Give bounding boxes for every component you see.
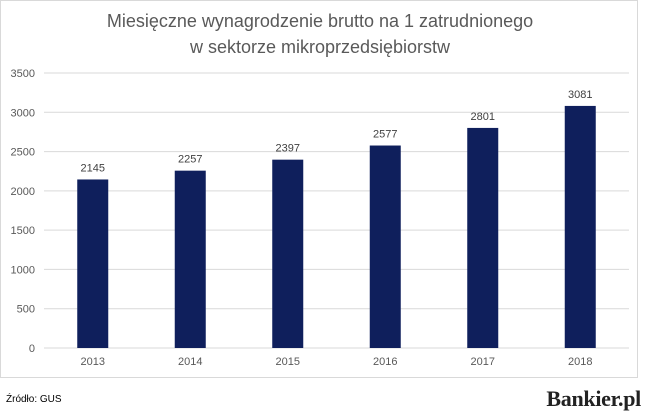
x-tick-label-2013: 2013 [81,356,105,368]
x-tick-label-2015: 2015 [276,356,300,368]
bar-2013 [77,179,109,348]
y-tick-label-2000: 2000 [11,186,35,198]
data-label-2017: 2801 [471,111,495,123]
chart-frame: Miesięczne wynagrodzenie brutto na 1 zat… [0,0,638,378]
data-labels: 2145 2257 2397 2577 2801 3081 [81,89,593,175]
chart-title-line-1: Miesięczne wynagrodzenie brutto na 1 zat… [107,11,533,31]
x-axis-tick-labels: 2013 2014 2015 2016 2017 2018 [81,356,593,368]
x-tick-label-2017: 2017 [471,356,495,368]
y-tick-label-3500: 3500 [11,68,35,80]
x-tick-label-2016: 2016 [373,356,397,368]
bar-2016 [369,145,401,348]
x-tick-label-2014: 2014 [178,356,202,368]
bar-2018 [564,105,596,349]
y-tick-label-500: 500 [17,304,35,316]
bar-2014 [174,170,206,348]
y-axis-tick-labels: 0 500 1000 1500 2000 2500 3000 3500 [11,68,35,355]
y-tick-label-2500: 2500 [11,147,35,159]
gridlines [44,72,629,349]
chart-title-line-2: w sektorze mikroprzedsiębiorstw [189,37,451,57]
y-tick-label-0: 0 [29,343,35,355]
data-label-2018: 3081 [568,89,592,101]
x-tick-label-2018: 2018 [568,356,592,368]
bar-2017 [467,127,499,349]
y-tick-label-3000: 3000 [11,107,35,119]
data-label-2016: 2577 [373,129,397,141]
data-label-2014: 2257 [178,154,202,166]
source-note: Źródło: GUS [6,394,62,405]
bar-2015 [272,159,304,348]
bars [77,105,596,349]
data-label-2013: 2145 [81,162,105,174]
y-tick-label-1500: 1500 [11,225,35,237]
bar-chart: Miesięczne wynagrodzenie brutto na 1 zat… [11,11,629,368]
data-label-2015: 2397 [276,143,300,155]
y-tick-label-1000: 1000 [11,264,35,276]
brand-logo: Bankier.pl [546,386,641,411]
